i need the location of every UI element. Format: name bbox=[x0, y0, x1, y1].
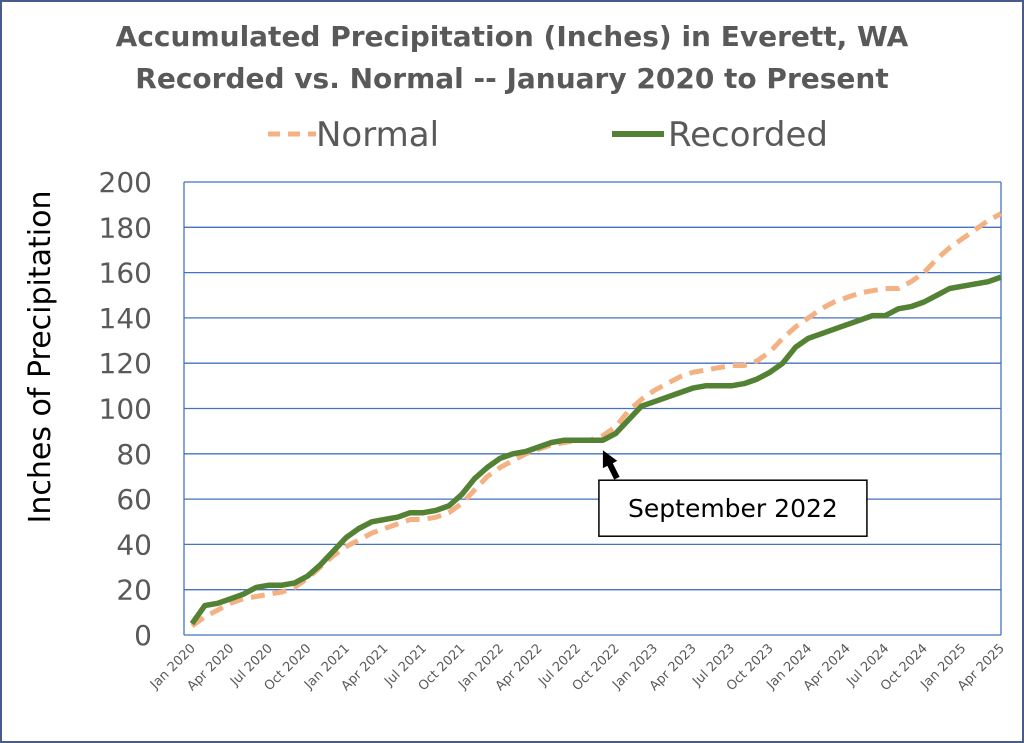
y-tick-200: 200 bbox=[99, 166, 152, 199]
y-axis-label: Inches of Precipitation bbox=[23, 191, 58, 524]
annotation-text: September 2022 bbox=[628, 494, 838, 523]
legend-label-normal: Normal bbox=[316, 115, 439, 155]
y-tick-60: 60 bbox=[116, 483, 152, 516]
annotation: September 2022 bbox=[598, 450, 868, 537]
y-tick-160: 160 bbox=[99, 257, 152, 290]
series-recorded-line bbox=[189, 274, 1002, 626]
y-tick-180: 180 bbox=[99, 211, 152, 244]
y-tick-20: 20 bbox=[116, 574, 152, 607]
legend-label-recorded: Recorded bbox=[668, 115, 828, 155]
y-tick-100: 100 bbox=[99, 393, 152, 426]
gridlines bbox=[183, 181, 1002, 636]
y-tick-120: 120 bbox=[99, 347, 152, 380]
y-tick-labels: 0 20 40 60 80 100 120 140 160 180 200 bbox=[99, 166, 152, 652]
legend: Normal Recorded bbox=[268, 115, 828, 155]
series-layer bbox=[189, 211, 1003, 628]
y-tick-0: 0 bbox=[134, 619, 152, 652]
annotation-arrow bbox=[602, 450, 620, 480]
y-tick-40: 40 bbox=[116, 528, 152, 561]
series-normal-line bbox=[190, 211, 1003, 628]
chart-subtitle: Recorded vs. Normal -- January 2020 to P… bbox=[135, 62, 888, 95]
annotation-box bbox=[598, 479, 868, 537]
y-tick-80: 80 bbox=[116, 438, 152, 471]
chart-title: Accumulated Precipitation (Inches) in Ev… bbox=[116, 20, 909, 53]
y-tick-140: 140 bbox=[99, 302, 152, 335]
